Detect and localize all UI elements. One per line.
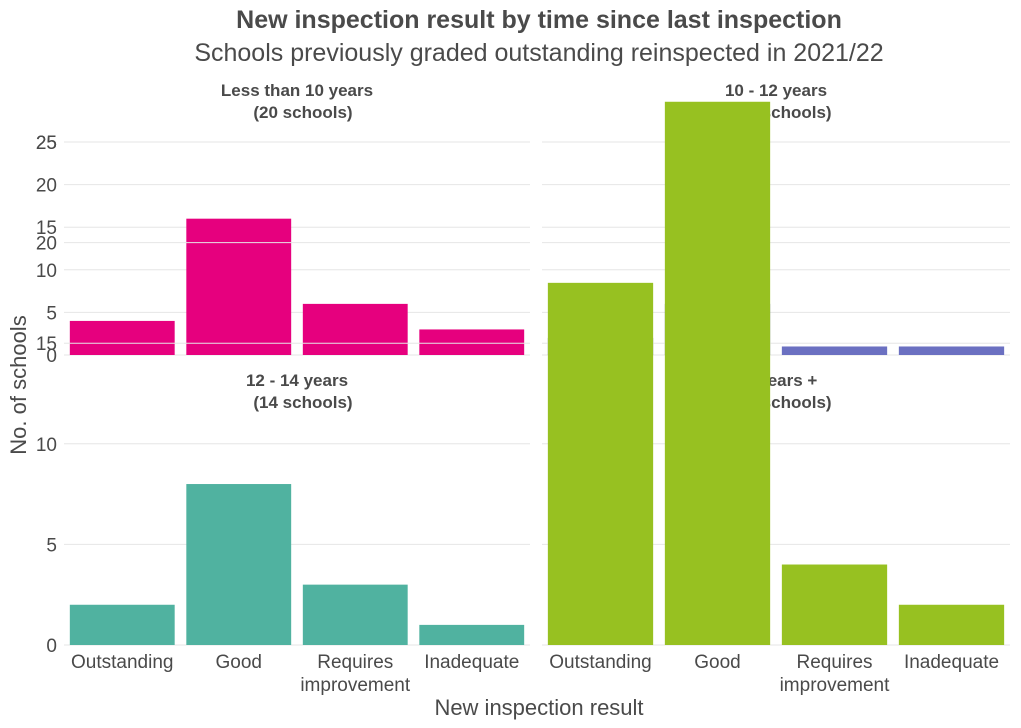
x-tick-label: Outstanding	[549, 652, 651, 673]
bar	[781, 564, 888, 645]
bar	[69, 604, 175, 645]
y-tick-label: 10	[36, 261, 57, 282]
x-tick-label: Requires	[796, 652, 872, 673]
panel-label: Less than 10 years	[221, 81, 373, 100]
panel-label: 12 - 14 years	[246, 371, 348, 390]
bar	[302, 584, 408, 645]
y-tick-label: 10	[36, 435, 57, 456]
panel-label: 10 - 12 years	[725, 81, 827, 100]
panel-count-label: (14 schools)	[253, 393, 352, 412]
y-tick-label: 0	[46, 636, 57, 657]
bar	[664, 101, 771, 645]
y-tick-label: 0	[46, 346, 57, 367]
bar	[781, 346, 888, 355]
x-tick-label: Inadequate	[904, 652, 999, 673]
panels: Less than 10 years(20 schools)0510152025…	[36, 81, 1010, 696]
panel-3: 12 - 14 years(14 schools)0510152025Outst…	[36, 133, 530, 696]
y-tick-label: 20	[36, 176, 57, 197]
y-tick-label: 15	[36, 218, 57, 239]
bar	[186, 484, 292, 645]
bar	[419, 624, 525, 645]
x-tick-label: Inadequate	[424, 652, 519, 673]
panel-count-label: (20 schools)	[253, 103, 352, 122]
bar	[186, 218, 292, 355]
x-tick-label: improvement	[300, 675, 411, 696]
x-axis-title: New inspection result	[434, 695, 643, 720]
y-tick-label: 15	[36, 334, 57, 355]
bar	[547, 282, 654, 645]
bar	[898, 346, 1005, 355]
y-tick-label: 5	[46, 303, 57, 324]
y-tick-label: 25	[36, 133, 57, 154]
x-tick-label: improvement	[780, 675, 891, 696]
x-tick-label: Requires	[317, 652, 393, 673]
bar	[898, 604, 1005, 645]
chart-title: New inspection result by time since last…	[236, 6, 842, 34]
y-tick-label: 25	[36, 133, 57, 154]
y-axis-title: No. of schools	[6, 315, 31, 454]
x-tick-label: Good	[694, 652, 740, 673]
y-tick-label: 5	[46, 535, 57, 556]
x-tick-label: Outstanding	[71, 652, 173, 673]
bar	[419, 329, 525, 355]
chart-subtitle: Schools previously graded outstanding re…	[194, 39, 883, 67]
y-tick-label: 20	[36, 234, 57, 255]
panel-4: 14 years +(51 schools)Outstanding Good Req…	[542, 101, 1010, 696]
bar	[69, 320, 175, 355]
x-tick-label: Good	[216, 652, 262, 673]
bar	[302, 303, 408, 355]
